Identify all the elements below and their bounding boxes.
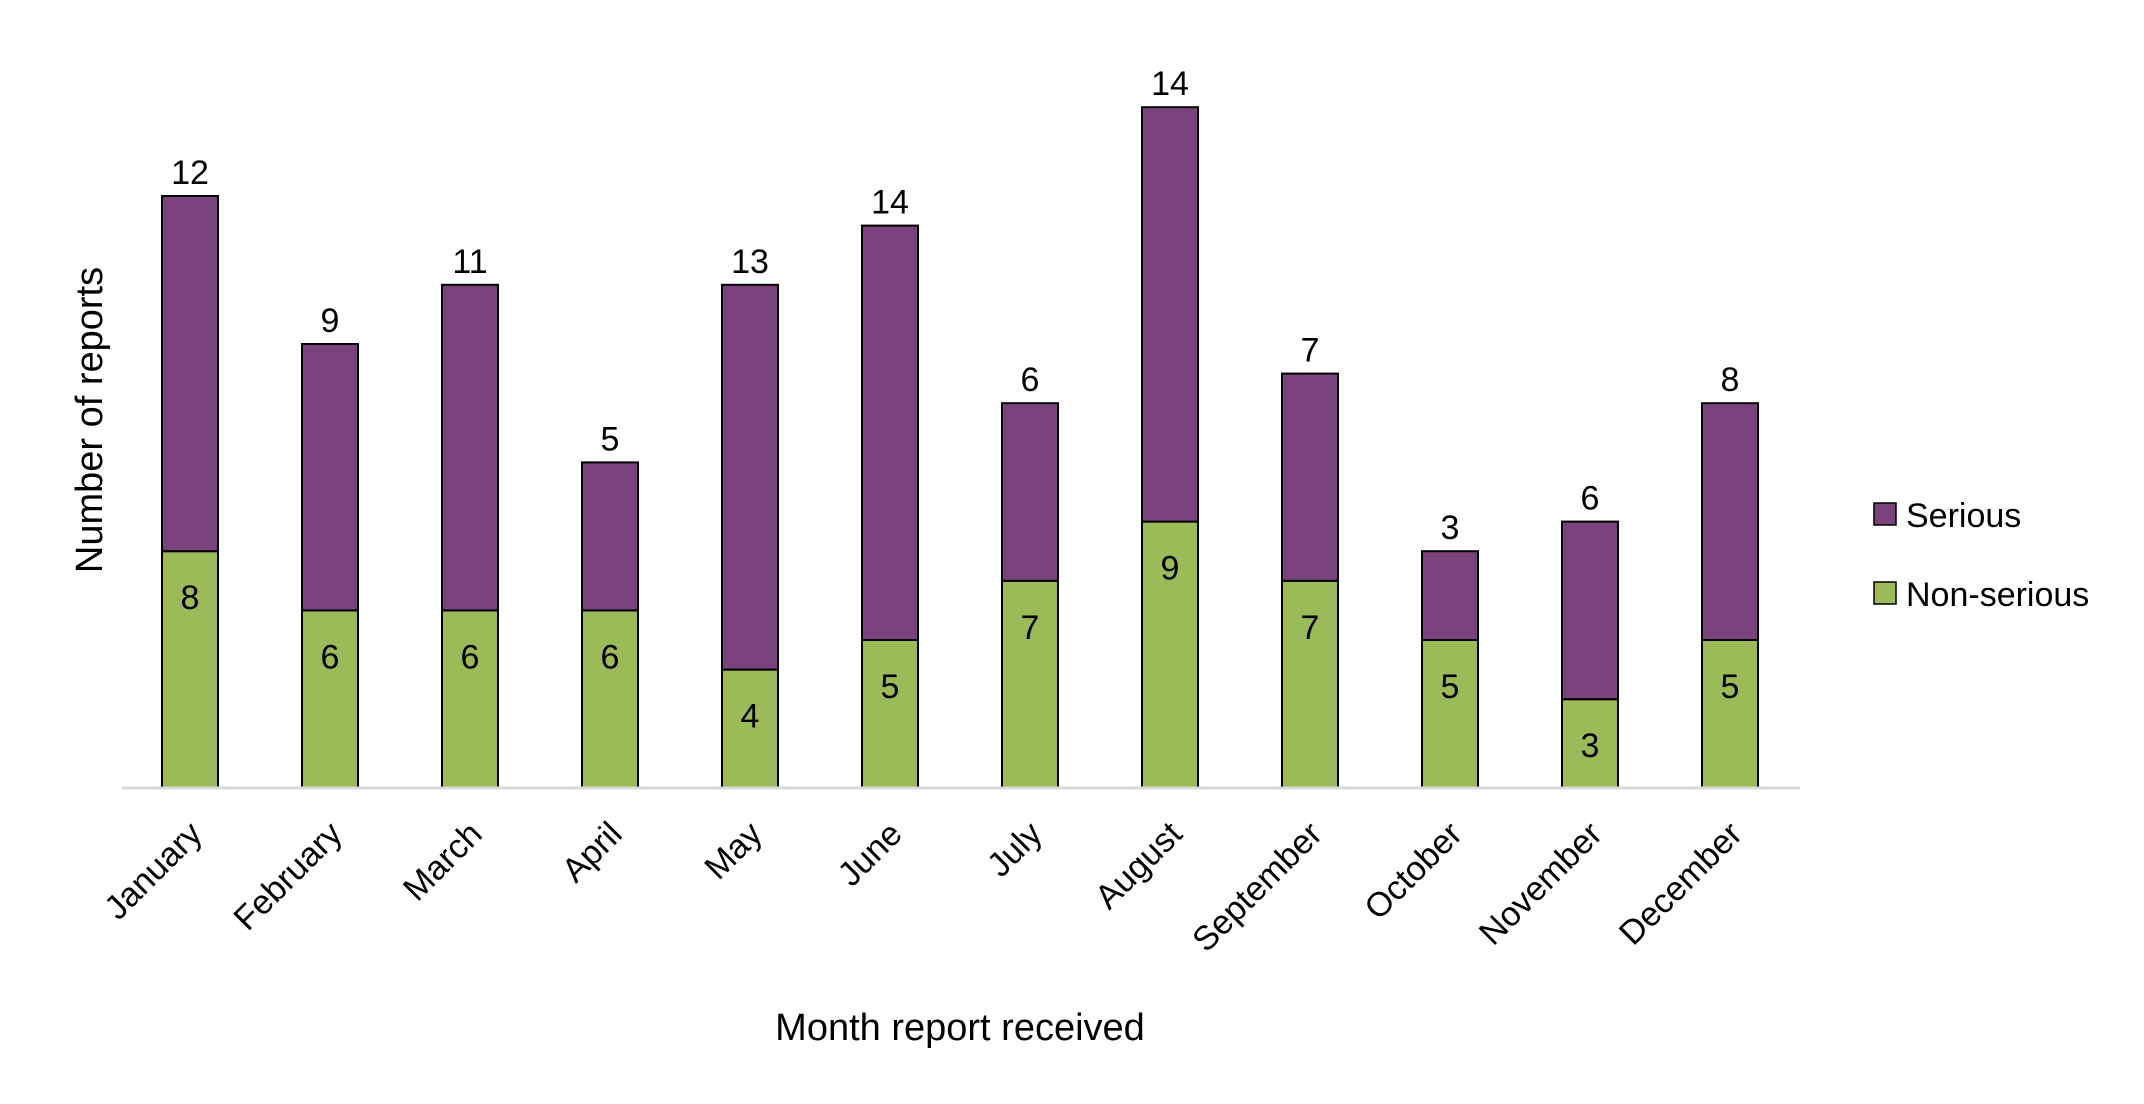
legend: Serious Non-serious <box>1873 497 2089 614</box>
data-label-non-serious-april: 6 <box>601 638 620 676</box>
data-label-serious-march: 11 <box>452 243 487 281</box>
x-tick-label-december: December <box>1612 815 1750 953</box>
data-label-serious-february: 9 <box>321 302 340 340</box>
x-tick-label-april: April <box>555 815 630 890</box>
data-label-non-serious-december: 5 <box>1721 668 1740 706</box>
x-tick-label-september: September <box>1185 815 1329 959</box>
bars-layer <box>161 106 1759 790</box>
data-label-non-serious-january: 8 <box>181 579 200 617</box>
labels-layer: 8 12 6 9 6 11 6 5 4 13 5 14 7 6 9 14 7 7 5 3 3 6 5 8 <box>171 65 1739 765</box>
bar-non-serious-october <box>1421 639 1479 789</box>
x-tick-label-august: August <box>1088 814 1190 916</box>
data-label-non-serious-may: 4 <box>741 698 760 736</box>
data-label-serious-september: 7 <box>1301 332 1320 370</box>
data-label-non-serious-august: 9 <box>1161 550 1180 588</box>
bar-serious-september <box>1281 372 1339 582</box>
bar-non-serious-march <box>441 609 499 790</box>
bar-serious-august <box>1141 106 1199 523</box>
data-label-non-serious-november: 3 <box>1581 727 1600 765</box>
bar-serious-may <box>721 283 779 671</box>
x-axis-title: Month report received <box>775 1007 1145 1049</box>
legend-label-non-serious: Non-serious <box>1906 576 2089 614</box>
data-label-serious-may: 13 <box>731 243 769 281</box>
data-label-serious-january: 12 <box>171 154 209 192</box>
x-tick-label-october: October <box>1357 815 1469 927</box>
bar-non-serious-november <box>1561 698 1619 790</box>
data-label-non-serious-october: 5 <box>1441 668 1460 706</box>
bar-non-serious-april <box>581 609 639 790</box>
bar-non-serious-january <box>161 550 219 790</box>
bar-non-serious-june <box>861 639 919 789</box>
data-label-serious-april: 5 <box>601 420 620 458</box>
bar-non-serious-may <box>721 668 779 789</box>
data-label-serious-december: 8 <box>1721 361 1740 399</box>
data-label-non-serious-february: 6 <box>321 638 340 676</box>
data-label-non-serious-july: 7 <box>1021 609 1040 647</box>
data-label-serious-august: 14 <box>1151 65 1189 103</box>
x-tick-label-november: November <box>1472 815 1610 953</box>
bar-serious-february <box>301 343 359 612</box>
x-tick-label-june: June <box>831 815 910 894</box>
bar-serious-march <box>441 283 499 612</box>
data-label-non-serious-september: 7 <box>1301 609 1320 647</box>
bar-serious-january <box>161 195 219 553</box>
bar-serious-july <box>1001 402 1059 582</box>
x-tick-label-january: January <box>97 815 209 927</box>
data-label-serious-november: 6 <box>1581 480 1600 518</box>
y-axis-title: Number of reports <box>69 267 111 573</box>
bar-serious-june <box>861 224 919 641</box>
bar-serious-december <box>1701 402 1759 642</box>
legend-swatch-non-serious <box>1873 581 1897 605</box>
data-label-non-serious-june: 5 <box>881 668 900 706</box>
data-label-serious-october: 3 <box>1441 509 1460 547</box>
bar-non-serious-december <box>1701 639 1759 789</box>
legend-label-serious: Serious <box>1906 497 2021 535</box>
bar-serious-october <box>1421 550 1479 642</box>
x-tick-label-may: May <box>697 815 769 887</box>
legend-swatch-serious <box>1873 502 1897 526</box>
x-tick-labels: January February March April May June July Augu… <box>97 814 1749 959</box>
bar-serious-april <box>581 461 639 612</box>
data-label-serious-june: 14 <box>871 184 909 222</box>
x-tick-label-february: February <box>227 815 350 938</box>
x-tick-label-march: March <box>396 815 490 909</box>
bar-serious-november <box>1561 520 1619 701</box>
bar-non-serious-august <box>1141 520 1199 789</box>
bar-non-serious-february <box>301 609 359 790</box>
data-label-non-serious-march: 6 <box>461 638 480 676</box>
data-label-serious-july: 6 <box>1021 361 1040 399</box>
x-tick-label-july: July <box>980 815 1050 885</box>
